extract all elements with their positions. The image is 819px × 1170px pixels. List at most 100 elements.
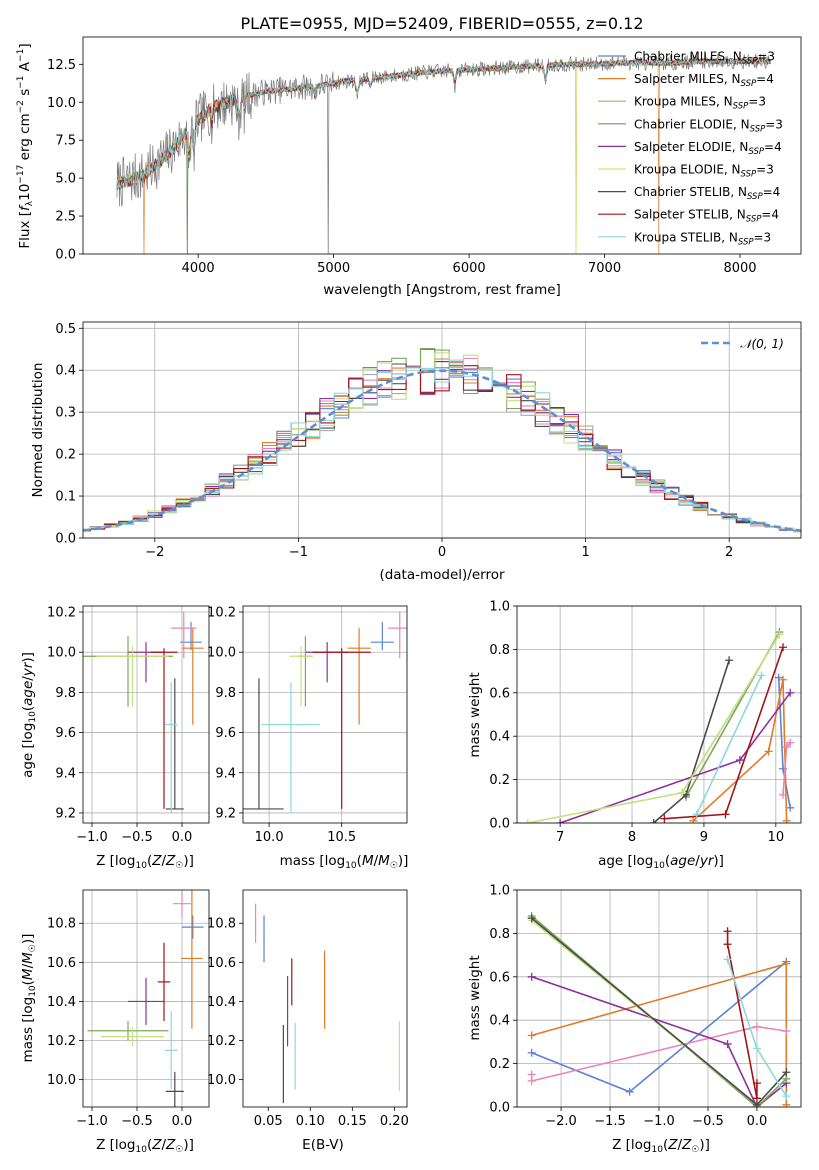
- age-vs-mass-panel: 10.0 10.5 9.2 9.4 9.6 9.8 10.0 10.2 mass [log10…: [207, 605, 408, 871]
- y-tick-label: 7.5: [55, 134, 76, 149]
- y-tick-label: 9.8: [215, 686, 236, 701]
- y-tick-label: 9.8: [55, 686, 76, 701]
- x-tick-label: −2.0: [545, 1114, 577, 1129]
- mass-vs-metallicity-panel: −1.0 −0.5 0.0 10.0 10.2 10.4 10.6 10.8 Z [log10…: [20, 889, 210, 1155]
- weight-point-marker: [786, 738, 795, 747]
- axes-frame: [82, 605, 210, 824]
- legend-subscript: SSP: [741, 79, 757, 89]
- x-tick-label: 10: [768, 830, 785, 845]
- weight-point-marker: [692, 810, 701, 819]
- y-tick-label: 9.2: [215, 806, 236, 821]
- y-tick-label: 10.6: [207, 956, 236, 971]
- weight-point-marker: [527, 972, 536, 981]
- y-tick-label: 0.0: [55, 532, 76, 547]
- x-tick-label: −1.0: [76, 830, 108, 845]
- x-axis-label: (data-model)/error: [379, 567, 505, 583]
- x-tick-label: 0.15: [338, 1114, 367, 1129]
- legend-count: =4: [756, 72, 774, 86]
- y-tick-label: 0.8: [489, 643, 510, 658]
- x-tick-label: 8: [628, 830, 636, 845]
- legend-count: =3: [754, 230, 772, 244]
- x-axis-label: Z [log10(Z/Z☉)]: [96, 1137, 194, 1155]
- weight-series-line: [695, 675, 763, 815]
- legend-label: Kroupa ELODIE, NSSP=3: [634, 163, 774, 180]
- axes-frame: [516, 889, 802, 1108]
- histogram-legend: 𝒩(0, 1): [701, 337, 784, 351]
- y-tick-label: 2.5: [55, 210, 76, 225]
- spectrum-legend: Chabrier MILES, NSSP=3 Salpeter MILES, NS…: [598, 50, 783, 247]
- y-tick-label: 0.2: [489, 773, 510, 788]
- legend-count: =4: [761, 208, 779, 222]
- legend-subscript: SSP: [733, 102, 749, 112]
- legend-label: Chabrier MILES, NSSP=3: [634, 50, 775, 67]
- age-mass-plot-area: 10.0 10.5 9.2 9.4 9.6 9.8 10.0 10.2: [207, 605, 408, 845]
- y-tick-label: 12.5: [47, 58, 76, 73]
- x-tick-label: 0.10: [296, 1114, 325, 1129]
- y-tick-label: 9.4: [55, 766, 76, 781]
- legend-subscript: SSP: [741, 170, 757, 180]
- weight-point-marker: [723, 940, 732, 949]
- y-tick-label: 0.6: [489, 686, 510, 701]
- x-tick-label: −1: [289, 545, 308, 560]
- y-tick-label: 0.5: [55, 322, 76, 337]
- y-tick-label: 10.4: [207, 995, 236, 1010]
- weight-age-plot-area: 7 8 9 10 0.0 0.2 0.4 0.6 0.8 1.0: [489, 600, 802, 845]
- x-axis-label: wavelength [Angstrom, rest frame]: [323, 282, 561, 298]
- weight-point-marker: [782, 1092, 791, 1101]
- plot-data: [116, 53, 771, 254]
- weight-point-marker: [782, 743, 791, 752]
- x-tick-label: 4000: [182, 261, 215, 276]
- weight-point-marker: [774, 673, 783, 682]
- weight-point-marker: [779, 790, 788, 799]
- x-tick-label: 5000: [317, 261, 350, 276]
- y-tick-label: 10.0: [207, 1073, 236, 1088]
- legend-subscript: SSP: [746, 215, 762, 225]
- weight-point-marker: [725, 656, 734, 665]
- plot-data: [523, 628, 795, 823]
- plot-data: [255, 903, 401, 1104]
- y-tick-label: 9.2: [55, 806, 76, 821]
- weight-point-marker: [556, 819, 565, 823]
- axes-frame: [242, 605, 408, 824]
- weight-point-marker: [786, 803, 795, 812]
- x-tick-label: 7: [556, 830, 564, 845]
- y-tick-label: 0.6: [489, 970, 510, 985]
- weight-point-marker: [752, 1094, 761, 1103]
- legend-label: Chabrier ELODIE, NSSP=3: [634, 117, 783, 134]
- y-tick-label: 10.0: [47, 646, 76, 661]
- x-tick-label: 10.5: [327, 830, 356, 845]
- y-tick-label: 1.0: [489, 600, 510, 615]
- x-tick-label: 1: [581, 545, 589, 560]
- legend-label: Salpeter MILES, NSSP=4: [634, 72, 774, 89]
- y-tick-label: 5.0: [55, 172, 76, 187]
- weight-point-marker: [779, 675, 788, 684]
- legend-count: =3: [756, 163, 774, 177]
- legend-subscript: SSP: [738, 237, 754, 247]
- mass-metallicity-plot-area: −1.0 −0.5 0.0 10.0 10.2 10.4 10.6 10.8: [47, 889, 210, 1129]
- weight-point-marker: [782, 959, 791, 968]
- y-tick-label: 0.4: [55, 364, 76, 379]
- weight-point-marker: [649, 819, 658, 823]
- legend-subscript: SSP: [750, 124, 766, 134]
- weight-vs-age-panel: 7 8 9 10 0.0 0.2 0.4 0.6 0.8 1.0 age [log10(age/y…: [467, 600, 802, 871]
- y-axis-label: mass [log10(M/M☉)]: [20, 934, 38, 1063]
- plot-data: [83, 612, 204, 813]
- x-tick-label: −0.5: [121, 1114, 153, 1129]
- legend-subscript: SSP: [747, 192, 763, 202]
- legend-count: =4: [764, 140, 782, 154]
- chart-title: PLATE=0955, MJD=52409, FIBERID=0555, z=0…: [240, 14, 643, 33]
- weight-point-marker: [752, 1022, 761, 1031]
- axes-frame: [82, 889, 210, 1108]
- axes-frame: [82, 321, 802, 539]
- y-tick-label: 10.8: [207, 917, 236, 932]
- y-axis-label: Normed distribution: [30, 363, 46, 498]
- weight-point-marker: [660, 814, 669, 823]
- weight-series-line: [726, 931, 758, 1099]
- y-tick-label: 9.6: [215, 726, 236, 741]
- legend-label: Salpeter STELIB, NSSP=4: [634, 208, 779, 225]
- x-tick-label: 6000: [453, 261, 486, 276]
- x-tick-label: 8000: [723, 261, 756, 276]
- y-tick-label: 10.2: [207, 1034, 236, 1049]
- axes-frame: [516, 605, 802, 824]
- legend-label: Chabrier STELIB, NSSP=4: [634, 185, 780, 202]
